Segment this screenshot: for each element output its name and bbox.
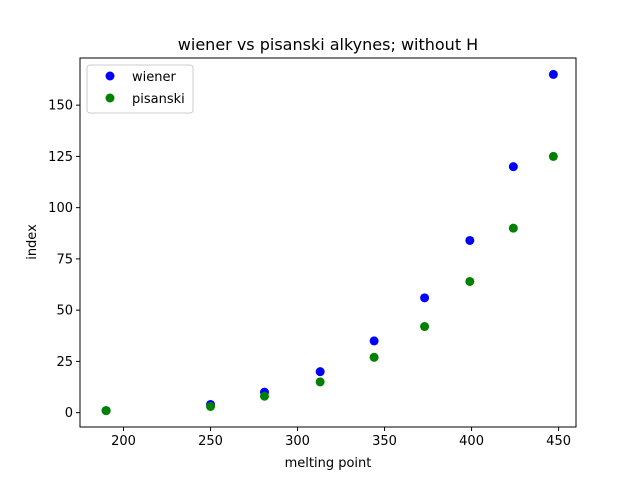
wiener-point (548, 69, 558, 79)
plot-area (79, 57, 577, 428)
pisanski-point (465, 276, 475, 286)
y-tick-label: 0 (65, 406, 73, 421)
y-tick-label: 125 (48, 150, 73, 165)
series-pisanski (101, 151, 558, 416)
wiener-point (369, 336, 379, 346)
wiener-point (508, 162, 518, 172)
legend-label-pisanski: pisanski (132, 92, 185, 107)
y-tick-label: 25 (56, 355, 73, 370)
y-tick-label: 75 (56, 252, 73, 267)
pisanski-point (206, 402, 216, 411)
pisanski-point (508, 223, 518, 233)
axes-frame (79, 57, 577, 428)
pisanski-point (369, 352, 379, 362)
wiener-point (315, 367, 325, 377)
pisanski-point (548, 151, 558, 161)
series-layer (101, 69, 558, 416)
y-tick-label: 150 (48, 99, 73, 114)
y-tick-label: 50 (56, 304, 73, 319)
y-axis-label: index (25, 224, 40, 260)
y-axis: 0 25 50 75 100 125 150 (48, 99, 80, 421)
legend-marker-pisanski (105, 93, 115, 103)
x-tick-label: 400 (459, 434, 484, 449)
pisanski-point (420, 322, 430, 332)
legend-label-wiener: wiener (132, 70, 176, 85)
pisanski-point (101, 406, 111, 416)
pisanski-point (259, 391, 269, 401)
chart-title: wiener vs pisanski alkynes; without H (178, 35, 478, 54)
x-tick-label: 350 (372, 434, 397, 449)
pisanski-point (315, 377, 325, 387)
y-tick-label: 100 (48, 201, 73, 216)
x-tick-label: 450 (546, 434, 571, 449)
legend: wiener pisanski (86, 64, 194, 114)
wiener-point (420, 293, 430, 303)
legend-marker-wiener (105, 71, 115, 81)
wiener-point (465, 235, 475, 245)
x-tick-label: 200 (111, 434, 136, 449)
x-tick-label: 250 (198, 434, 223, 449)
x-axis-label: melting point (285, 456, 372, 471)
x-axis: 200 250 300 350 400 450 (111, 427, 571, 449)
x-tick-label: 300 (285, 434, 310, 449)
